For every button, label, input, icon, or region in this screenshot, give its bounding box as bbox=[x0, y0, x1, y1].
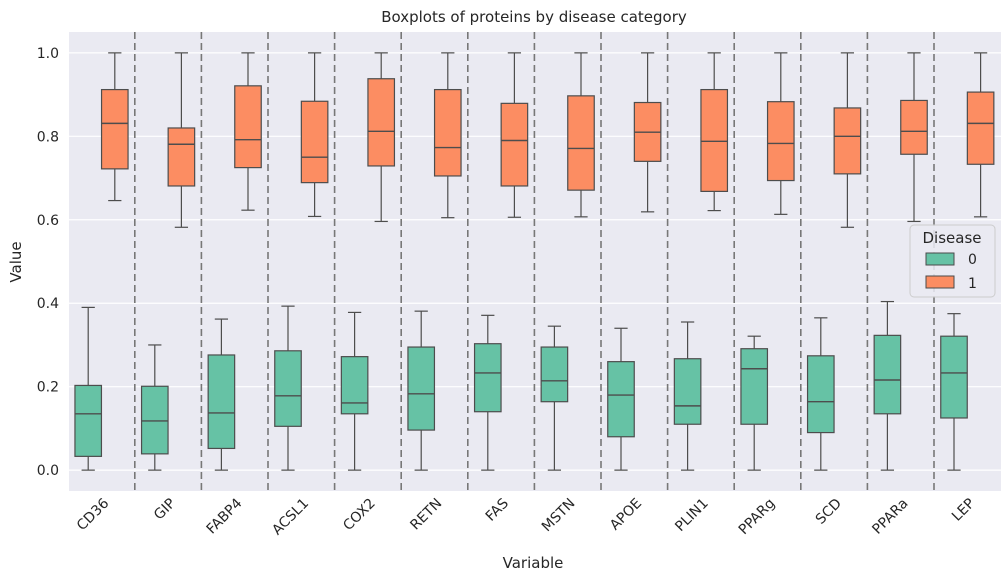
y-tick-label: 0.6 bbox=[37, 213, 59, 229]
box-SCD-disease-0 bbox=[806, 317, 835, 471]
iqr-box bbox=[673, 358, 702, 425]
box-APOE-disease-1 bbox=[633, 52, 662, 213]
y-axis-label: Value bbox=[7, 241, 25, 282]
iqr-box bbox=[300, 100, 329, 184]
y-tick-label: 0.2 bbox=[37, 380, 59, 396]
box-PLIN1-disease-0 bbox=[673, 321, 702, 471]
legend-swatch-1 bbox=[925, 275, 955, 289]
x-tick-label: SCD bbox=[813, 496, 845, 528]
x-tick-label: CD36 bbox=[74, 495, 113, 534]
iqr-box bbox=[607, 361, 635, 438]
box-COX2-disease-0 bbox=[340, 311, 369, 471]
iqr-box bbox=[167, 127, 196, 187]
box-GIP-disease-1 bbox=[167, 52, 196, 228]
iqr-box bbox=[407, 346, 436, 431]
iqr-box bbox=[700, 88, 729, 192]
legend: Disease 0 1 bbox=[909, 224, 996, 298]
iqr-box bbox=[873, 334, 902, 415]
x-tick-label: PPARa bbox=[869, 496, 911, 538]
iqr-box bbox=[100, 88, 129, 170]
x-tick-label: COX2 bbox=[340, 496, 378, 534]
iqr-box bbox=[433, 88, 462, 177]
iqr-box bbox=[567, 95, 595, 191]
box-FAS-disease-0 bbox=[473, 314, 502, 471]
box-CD36-disease-0 bbox=[74, 306, 103, 471]
x-tick-label: LEP bbox=[949, 496, 978, 525]
box-layer bbox=[74, 52, 995, 471]
box-LEP-disease-0 bbox=[940, 313, 968, 471]
box-RETN-disease-0 bbox=[407, 310, 436, 471]
x-tick-label: ACSL1 bbox=[269, 496, 312, 539]
box-ACSL1-disease-0 bbox=[274, 305, 302, 471]
box-FABP4-disease-0 bbox=[207, 318, 236, 471]
iqr-box bbox=[766, 101, 795, 182]
box-PLIN1-disease-1 bbox=[700, 52, 729, 212]
box-LEP-disease-1 bbox=[966, 52, 995, 218]
y-tick-label: 0.0 bbox=[37, 463, 59, 479]
iqr-box bbox=[274, 350, 302, 427]
box-FAS-disease-1 bbox=[500, 52, 529, 218]
iqr-box bbox=[473, 343, 502, 413]
box-GIP-disease-0 bbox=[140, 344, 169, 471]
box-SCD-disease-1 bbox=[833, 52, 862, 228]
box-RETN-disease-1 bbox=[433, 52, 462, 219]
y-tick-label: 1.0 bbox=[37, 46, 59, 62]
iqr-box bbox=[340, 356, 369, 415]
iqr-box bbox=[833, 107, 862, 175]
y-tick-labels: 0.0 0.2 0.4 0.6 0.8 1.0 bbox=[37, 46, 59, 479]
iqr-box bbox=[367, 78, 396, 167]
iqr-box bbox=[74, 384, 103, 457]
x-tick-labels: CD36 GIP FABP4 ACSL1 COX2 RETN FAS MSTN APOE PLIN… bbox=[74, 495, 978, 538]
x-tick-label: PPARg bbox=[736, 496, 779, 539]
x-axis-label: Variable bbox=[503, 554, 564, 572]
box-FABP4-disease-1 bbox=[234, 52, 262, 211]
box-ACSL1-disease-1 bbox=[300, 52, 329, 218]
x-tick-label: PLIN1 bbox=[672, 496, 711, 535]
iqr-box bbox=[207, 354, 236, 450]
legend-label-1: 1 bbox=[968, 276, 977, 292]
box-MSTN-disease-1 bbox=[567, 52, 595, 218]
x-tick-label: APOE bbox=[607, 496, 645, 534]
iqr-box bbox=[234, 85, 262, 169]
iqr-box bbox=[900, 99, 928, 155]
iqr-box bbox=[940, 335, 968, 419]
iqr-box bbox=[540, 346, 569, 403]
legend-title: Disease bbox=[923, 229, 982, 247]
iqr-box bbox=[966, 91, 995, 165]
iqr-box bbox=[806, 355, 835, 434]
box-COX2-disease-1 bbox=[367, 52, 396, 223]
iqr-box bbox=[500, 102, 529, 187]
x-tick-label: MSTN bbox=[539, 496, 579, 536]
iqr-box bbox=[140, 385, 169, 455]
y-tick-label: 0.4 bbox=[37, 296, 59, 312]
iqr-box bbox=[740, 348, 769, 425]
box-PPARg-disease-1 bbox=[766, 52, 795, 215]
chart-title: Boxplots of proteins by disease category bbox=[381, 8, 687, 26]
x-tick-label: GIP bbox=[151, 496, 179, 524]
legend-swatch-0 bbox=[925, 252, 955, 266]
legend-label-0: 0 bbox=[968, 252, 977, 268]
box-MSTN-disease-0 bbox=[540, 325, 569, 471]
box-CD36-disease-1 bbox=[100, 52, 129, 202]
box-PPARa-disease-0 bbox=[873, 300, 902, 471]
y-tick-label: 0.8 bbox=[37, 129, 59, 145]
x-tick-label: FAS bbox=[483, 495, 512, 524]
box-PPARg-disease-0 bbox=[740, 335, 769, 471]
x-tick-label: FABP4 bbox=[204, 495, 246, 537]
box-APOE-disease-0 bbox=[607, 327, 635, 471]
x-tick-label: RETN bbox=[407, 496, 445, 534]
box-PPARa-disease-1 bbox=[900, 52, 928, 223]
